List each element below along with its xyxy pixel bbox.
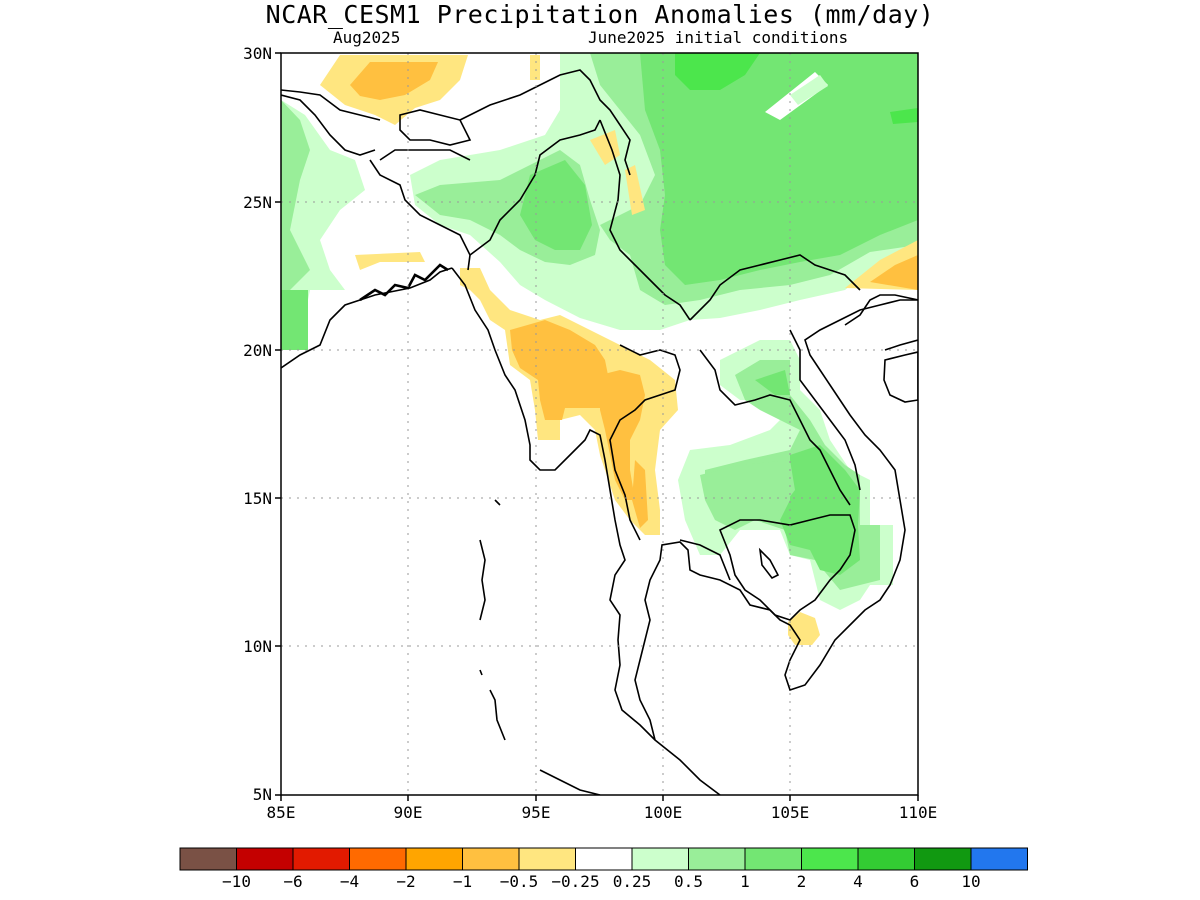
dry-patch-north-small bbox=[530, 55, 540, 80]
white-patch-sichuan bbox=[790, 75, 828, 105]
colorbar-label: −10 bbox=[222, 872, 251, 891]
green-region-laos-strong bbox=[755, 370, 790, 395]
green-region-cambodia-strong bbox=[780, 445, 860, 575]
colorbar-swatch bbox=[349, 847, 407, 871]
green-region-myanmar-core bbox=[520, 160, 592, 250]
x-tick-label: 85E bbox=[267, 803, 296, 822]
axis-ticks bbox=[275, 52, 919, 801]
border-myanmar-india bbox=[469, 119, 601, 256]
dry-patch-guangxi-core bbox=[870, 255, 918, 290]
border-thai-cambodia bbox=[679, 539, 731, 581]
dry-patch-vietnam-south bbox=[788, 612, 820, 645]
border-laos-thai bbox=[699, 349, 851, 506]
x-tick-label: 90E bbox=[394, 803, 423, 822]
border-bhutan bbox=[399, 109, 472, 146]
colorbar-label: −4 bbox=[340, 872, 359, 891]
y-tick-label: 5N bbox=[253, 785, 272, 804]
green-region-north-strong bbox=[640, 53, 918, 285]
dry-region-myanmar-core bbox=[510, 320, 610, 420]
map-outlines bbox=[281, 69, 918, 795]
x-tick-label: 105E bbox=[771, 803, 810, 822]
anomaly-shading bbox=[281, 53, 918, 645]
colorbar-label: −0.5 bbox=[500, 872, 539, 891]
y-tick-label: 30N bbox=[243, 44, 272, 63]
green-region-tibet-strong bbox=[675, 53, 760, 90]
colorbar-swatch bbox=[857, 847, 915, 871]
y-axis-labels: 5N 10N 15N 20N 25N 30N bbox=[243, 44, 272, 804]
y-tick-label: 10N bbox=[243, 637, 272, 656]
green-region-west-mid bbox=[281, 100, 310, 290]
colorbar-label: 0.5 bbox=[674, 872, 703, 891]
coastline-tonle-sap bbox=[758, 547, 780, 580]
colorbar-swatch bbox=[462, 847, 520, 871]
colorbar-label: −6 bbox=[283, 872, 302, 891]
y-tick-label: 25N bbox=[243, 193, 272, 212]
border-cambodia bbox=[718, 514, 856, 621]
dry-region-orange-strip bbox=[632, 460, 648, 528]
border-nepal-china bbox=[281, 89, 381, 121]
border-myanmar-thai bbox=[609, 344, 681, 541]
coastline-bangladesh-delta bbox=[359, 263, 449, 302]
coastline-andaman-islands bbox=[479, 499, 501, 621]
initial-conditions-label: June2025 initial conditions bbox=[588, 28, 849, 47]
coastline-vietnam-north bbox=[884, 339, 918, 351]
coastline-hainan bbox=[883, 351, 918, 403]
colorbar-swatch bbox=[801, 847, 859, 871]
colorbar-swatch bbox=[236, 847, 294, 871]
colorbar-label: 4 bbox=[853, 872, 863, 891]
colorbar-swatch bbox=[744, 847, 802, 871]
colorbar-swatch bbox=[518, 847, 576, 871]
coastline-india-east bbox=[281, 267, 453, 369]
colorbar-swatch bbox=[970, 847, 1028, 871]
colorbar-label: −1 bbox=[453, 872, 472, 891]
colorbar-label: 6 bbox=[910, 872, 920, 891]
colorbar-label: 0.25 bbox=[613, 872, 652, 891]
green-patch-east-bright bbox=[890, 108, 918, 124]
colorbar-swatch bbox=[575, 847, 633, 871]
x-tick-label: 100E bbox=[644, 803, 683, 822]
colorbar-swatch bbox=[292, 847, 350, 871]
colorbar: −10 −6 −4 −2 −1 −0.5 −0.25 0.25 0.5 1 2 4 6 10 bbox=[179, 847, 1028, 891]
coastline-china-south bbox=[844, 294, 918, 326]
colorbar-swatch bbox=[688, 847, 746, 871]
border-nepal-india bbox=[281, 94, 376, 156]
colorbar-label: 10 bbox=[961, 872, 980, 891]
dry-patch-bangladesh bbox=[355, 252, 425, 270]
border-laos-china bbox=[689, 254, 861, 321]
border-myanmar-china bbox=[599, 119, 691, 321]
x-axis-labels: 85E 90E 95E 100E 105E 110E bbox=[267, 803, 938, 822]
target-month-label: Aug2025 bbox=[333, 28, 401, 47]
green-region-thai-mid bbox=[700, 460, 795, 530]
colorbar-swatch bbox=[631, 847, 689, 871]
colorbar-label: −2 bbox=[396, 872, 415, 891]
border-laos-vietnam bbox=[789, 329, 861, 491]
border-india-china-east bbox=[459, 69, 631, 176]
coastline-nicobar bbox=[479, 669, 506, 741]
green-region-west-strong bbox=[281, 290, 308, 350]
dry-patch-arunachal bbox=[590, 130, 620, 165]
map-title: NCAR_CESM1 Precipitation Anomalies (mm/d… bbox=[265, 0, 935, 29]
border-bangladesh bbox=[369, 149, 471, 271]
y-tick-label: 20N bbox=[243, 341, 272, 360]
colorbar-label: 1 bbox=[740, 872, 750, 891]
coastline-malay-north bbox=[539, 769, 601, 795]
colorbar-swatch bbox=[914, 847, 972, 871]
dry-region-thai-west bbox=[600, 370, 645, 500]
colorbar-label: 2 bbox=[797, 872, 807, 891]
coastline-myanmar bbox=[451, 267, 721, 795]
dry-region-himalaya-core bbox=[350, 62, 438, 100]
colorbar-swatch bbox=[179, 847, 237, 871]
dry-patch-east-china bbox=[625, 165, 645, 215]
colorbar-label: −0.25 bbox=[551, 872, 599, 891]
y-tick-label: 15N bbox=[243, 489, 272, 508]
x-tick-label: 110E bbox=[899, 803, 938, 822]
map-frame bbox=[280, 52, 919, 796]
x-tick-label: 95E bbox=[522, 803, 551, 822]
colorbar-swatch bbox=[405, 847, 463, 871]
coastline-thailand-gulf bbox=[634, 299, 918, 741]
